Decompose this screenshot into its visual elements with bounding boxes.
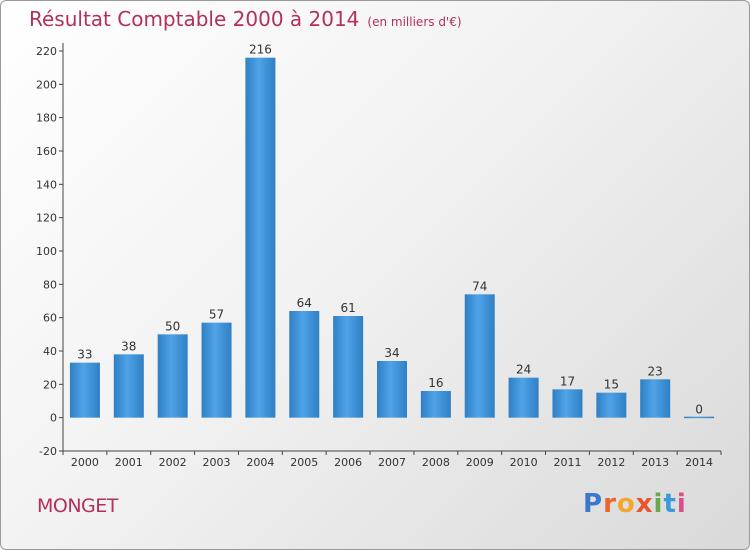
value-label-2013: 23: [648, 364, 663, 378]
y-tick-label: -20: [39, 445, 57, 458]
x-tick-label: 2007: [378, 456, 406, 469]
bars: [69, 57, 715, 419]
y-tick-label: 0: [50, 412, 57, 425]
y-tick-label: 60: [43, 312, 57, 325]
value-label-2005: 64: [297, 296, 312, 310]
x-tick-label: 2012: [597, 456, 625, 469]
y-tick-label: 100: [36, 245, 57, 258]
value-label-2014: 0: [695, 403, 703, 417]
bar-2008: [420, 391, 451, 418]
value-label-2000: 33: [77, 348, 92, 362]
logo-letter: i: [653, 489, 664, 519]
y-tick-label: 140: [36, 178, 57, 191]
value-label-2002: 50: [165, 319, 180, 333]
value-label-2006: 61: [340, 301, 355, 315]
bar-2014: [684, 416, 715, 419]
x-tick-label: 2010: [510, 456, 538, 469]
bar-2006: [333, 316, 364, 418]
value-label-2007: 34: [384, 346, 399, 360]
logo-letter: x: [635, 489, 654, 519]
value-label-2004: 216: [249, 43, 272, 57]
bar-2007: [377, 361, 407, 418]
x-tick-label: 2003: [203, 456, 231, 469]
logo-letter: r: [603, 489, 617, 519]
bar-2004: [245, 57, 276, 418]
x-tick-label: 2001: [115, 456, 143, 469]
x-tick-label: 2009: [466, 456, 494, 469]
bar-2001: [113, 354, 144, 418]
bar-2009: [464, 294, 495, 418]
y-tick-label: 20: [43, 378, 57, 391]
bar-2005: [289, 311, 320, 418]
bar-2010: [508, 377, 539, 418]
value-label-2011: 17: [560, 374, 575, 388]
y-tick-label: 180: [36, 112, 57, 125]
x-tick-label: 2000: [71, 456, 99, 469]
x-tick-label: 2014: [685, 456, 713, 469]
proxiti-logo: Proxiti: [583, 489, 687, 519]
place-name: MONGET: [37, 495, 118, 517]
y-tick-label: 220: [36, 45, 57, 58]
x-tick-label: 2008: [422, 456, 450, 469]
x-tick-label: 2011: [553, 456, 581, 469]
bar-2013: [640, 379, 671, 418]
value-label-2001: 38: [121, 339, 136, 353]
chart-title-text: Résultat Comptable 2000 à 2014: [29, 7, 360, 31]
value-label-2012: 15: [604, 378, 619, 392]
value-label-2003: 57: [209, 308, 224, 322]
chart-title: Résultat Comptable 2000 à 2014 (en millie…: [29, 7, 462, 31]
logo-letter: i: [676, 489, 687, 519]
y-tick-label: 200: [36, 78, 57, 91]
bar-2011: [552, 389, 583, 418]
y-tick-label: 80: [43, 278, 57, 291]
logo-letter: P: [583, 489, 604, 519]
x-tick-label: 2013: [641, 456, 669, 469]
value-label-2008: 16: [428, 376, 443, 390]
x-tick-label: 2004: [246, 456, 274, 469]
value-label-2010: 24: [516, 363, 531, 377]
x-tick-label: 2006: [334, 456, 362, 469]
value-label-2009: 74: [472, 279, 487, 293]
bar-2012: [596, 392, 627, 418]
y-tick-label: 120: [36, 212, 57, 225]
logo-letter: t: [663, 489, 677, 519]
logo-letter: o: [616, 489, 636, 519]
y-tick-label: 40: [43, 345, 57, 358]
x-tick-label: 2005: [290, 456, 318, 469]
y-tick-label: 160: [36, 145, 57, 158]
x-tick-label: 2002: [159, 456, 187, 469]
bar-2002: [157, 334, 188, 418]
bar-2003: [201, 322, 232, 418]
value-labels: 33 38 50 57 216 64 61 34 16 74 24 17 15 23 0: [77, 43, 703, 417]
chart-unit: (en milliers d'€): [367, 15, 462, 29]
bar-2000: [69, 362, 100, 418]
